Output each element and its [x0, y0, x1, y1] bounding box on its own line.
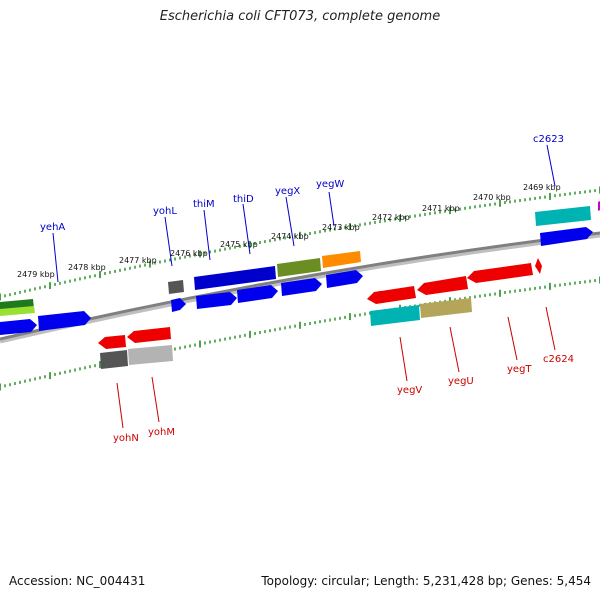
gene-label[interactable]: yehA: [40, 222, 65, 233]
gene-arrow[interactable]: [370, 305, 420, 326]
reverse-leaders: [116, 306, 556, 429]
leader-line: [546, 144, 556, 187]
gene-label[interactable]: thiM: [193, 199, 215, 210]
gene-arrow[interactable]: [128, 345, 173, 365]
scale-labels: 2479 kbp 2478 kbp 2477 kbp 2476 kbp 2475…: [17, 183, 561, 279]
gene-arrow[interactable]: [194, 266, 276, 290]
gene-arrow[interactable]: [38, 311, 91, 331]
tick-label: 2478 kbp: [68, 263, 106, 272]
accession-text: Accession: NC_004431: [9, 574, 146, 588]
leader-line: [52, 232, 59, 283]
gene-arrow[interactable]: [420, 298, 472, 318]
gene-arrow[interactable]: [281, 278, 322, 296]
gene-arrow[interactable]: [277, 258, 321, 277]
gene-label[interactable]: yegT: [507, 364, 532, 375]
leader-line: [449, 326, 460, 373]
gene-arrow[interactable]: [168, 280, 184, 294]
gene-label[interactable]: yegW: [316, 179, 344, 190]
gene-arrow[interactable]: [127, 327, 171, 343]
gene-arrow[interactable]: [326, 270, 363, 288]
reverse-labels: yohN yohM yegV yegU yegT c2624: [113, 354, 574, 444]
outer-tick-ring: [0, 186, 600, 301]
gene-label[interactable]: thiD: [233, 194, 254, 205]
gene-label[interactable]: c2624: [543, 354, 574, 365]
gene-label[interactable]: yegX: [275, 186, 300, 197]
leader-line: [285, 196, 295, 247]
tick-label: 2469 kbp: [523, 183, 561, 192]
forward-leaders: [52, 144, 556, 283]
leader-line: [164, 216, 173, 267]
gene-arrow[interactable]: [237, 285, 278, 303]
gene-arrow[interactable]: [535, 258, 542, 274]
map-title: Escherichia coli CFT073, complete genome: [159, 9, 441, 24]
tick-label: 2471 kbp: [422, 204, 460, 213]
leader-line: [242, 203, 251, 255]
leader-line: [545, 306, 556, 351]
tick-label: 2477 kbp: [119, 256, 157, 265]
gene-label[interactable]: yohN: [113, 433, 139, 444]
forward-strand-inner: [0, 227, 593, 335]
gene-arrow[interactable]: [535, 206, 591, 226]
tick-label: 2473 kbp: [322, 223, 360, 232]
tick-label: 2470 kbp: [473, 193, 511, 202]
tick-label: 2479 kbp: [17, 270, 55, 279]
leader-line: [328, 191, 335, 227]
tick-label: 2472 kbp: [372, 213, 410, 222]
gene-label[interactable]: yohM: [148, 427, 175, 438]
reverse-strand-inner: [98, 258, 542, 349]
gene-arrow[interactable]: [322, 251, 361, 268]
gene-label[interactable]: c2623: [533, 134, 564, 145]
forward-strand-outer: [0, 201, 600, 316]
leader-line: [399, 336, 408, 382]
leader-line: [507, 316, 518, 361]
gene-arrow[interactable]: [0, 306, 35, 316]
gene-label[interactable]: yohL: [153, 206, 177, 217]
gene-arrow[interactable]: [0, 319, 37, 335]
forward-labels: yehA yohL thiM thiD yegX yegW c2623: [40, 134, 564, 233]
gene-label[interactable]: yegU: [448, 376, 474, 387]
reverse-strand-outer: [100, 298, 472, 369]
topology-summary: Topology: circular; Length: 5,231,428 bp…: [261, 574, 591, 588]
gene-arrow[interactable]: [98, 335, 126, 349]
leader-line: [151, 376, 160, 423]
leader-line: [203, 209, 211, 261]
gene-arrow[interactable]: [417, 276, 468, 295]
gene-arrow[interactable]: [196, 292, 237, 309]
gene-arrow[interactable]: [467, 263, 533, 283]
gene-label[interactable]: yegV: [397, 385, 422, 396]
tick-label: 2474 kbp: [271, 232, 309, 241]
gene-arrow[interactable]: [171, 298, 186, 312]
leader-line: [116, 382, 124, 429]
gene-arrow[interactable]: [367, 286, 416, 304]
gene-arrow[interactable]: [540, 227, 593, 246]
tick-label: 2476 kbp: [170, 249, 208, 258]
gene-arrow[interactable]: [100, 350, 128, 369]
tick-label: 2475 kbp: [220, 240, 258, 249]
